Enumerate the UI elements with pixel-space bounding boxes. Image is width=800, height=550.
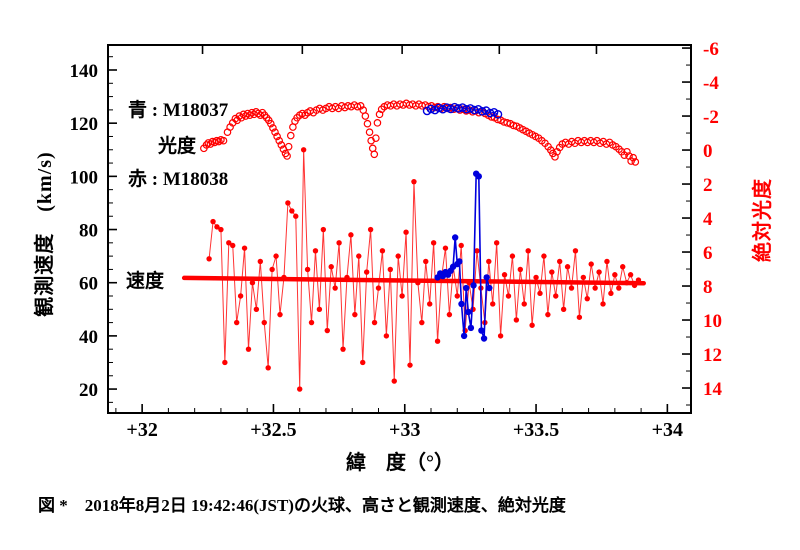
- svg-text:10: 10: [703, 311, 722, 332]
- y-axis-right-title: 絶対光度: [752, 178, 774, 262]
- top-axis-ticks: [201, 45, 598, 54]
- x-axis-ticks: +32 +32.5 +33 +33.5 +34: [115, 404, 683, 441]
- svg-text:14: 14: [703, 379, 723, 400]
- legend: 青 : M18037 赤 : M18038: [128, 53, 228, 237]
- svg-text:+34: +34: [652, 419, 683, 441]
- label-luminosity: 光度: [158, 136, 197, 157]
- svg-text:60: 60: [79, 274, 98, 295]
- series-0: [200, 99, 640, 166]
- svg-text:12: 12: [703, 345, 722, 366]
- series-3: [181, 275, 646, 286]
- svg-text:-6: -6: [703, 39, 719, 60]
- label-velocity: 速度: [126, 271, 165, 292]
- svg-text:6: 6: [703, 243, 713, 264]
- y-right-ticks: -6 -4 -2 0 2 4 6 8 10 12 14: [682, 39, 723, 406]
- y-left-ticks: 20 40 60 80 100 120 140: [70, 56, 117, 403]
- svg-text:2: 2: [703, 175, 713, 196]
- svg-text:0: 0: [703, 141, 713, 162]
- svg-text:+32: +32: [126, 419, 157, 441]
- svg-text:+33: +33: [389, 419, 420, 441]
- svg-text:-4: -4: [703, 73, 719, 94]
- series-2: [206, 147, 642, 392]
- svg-text:40: 40: [79, 327, 98, 348]
- legend-line-blue: 青 : M18037: [128, 100, 229, 121]
- svg-text:-2: -2: [703, 107, 719, 128]
- svg-text:100: 100: [70, 167, 99, 188]
- series-1: [422, 102, 503, 119]
- svg-text:80: 80: [79, 221, 98, 242]
- svg-text:20: 20: [79, 380, 98, 401]
- figure-caption: 図 * 2018年8月2日 19:42:46(JST)の火球、高さと観測速度、絶…: [38, 496, 566, 515]
- svg-text:+32.5: +32.5: [250, 419, 296, 441]
- svg-text:120: 120: [70, 114, 99, 135]
- svg-text:8: 8: [703, 277, 713, 298]
- series-4: [434, 170, 493, 342]
- svg-text:140: 140: [70, 61, 99, 82]
- svg-text:4: 4: [703, 209, 713, 230]
- y-axis-left-title: 観測速度 (km/s): [34, 151, 56, 317]
- svg-text:+33.5: +33.5: [513, 419, 559, 441]
- legend-line-red: 赤 : M18038: [128, 169, 229, 190]
- x-axis-title: 緯 度（°）: [346, 452, 454, 474]
